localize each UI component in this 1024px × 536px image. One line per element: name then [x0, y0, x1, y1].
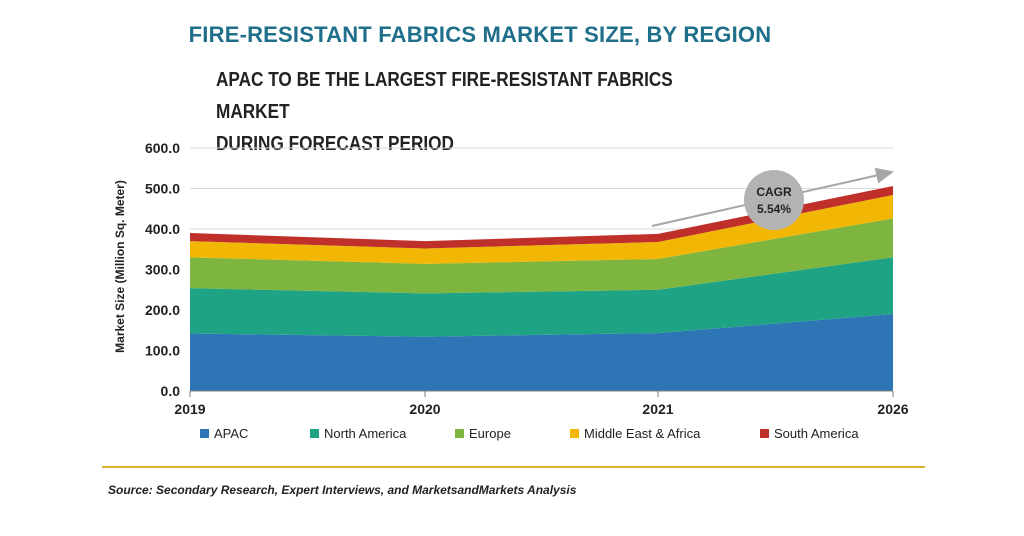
y-tick-label: 300.0 [145, 262, 180, 278]
legend-label: South America [774, 426, 859, 441]
area-series-north-america [190, 257, 893, 337]
y-tick-label: 200.0 [145, 302, 180, 318]
legend-item: North America [310, 426, 406, 441]
divider-line [102, 466, 925, 468]
legend-swatch [455, 429, 464, 438]
legend-label: North America [324, 426, 407, 441]
cagr-value: 5.54% [757, 202, 791, 216]
area-series-europe [190, 218, 893, 294]
x-tick-label: 2026 [877, 401, 908, 417]
y-tick-label: 400.0 [145, 221, 180, 237]
legend-label: Middle East & Africa [584, 426, 701, 441]
area-series-apac [190, 314, 893, 391]
legend-item: South America [760, 426, 859, 441]
source-note: Source: Secondary Research, Expert Inter… [108, 483, 577, 497]
y-tick-label: 500.0 [145, 181, 180, 197]
cagr-bubble [744, 170, 804, 230]
area-series-middle-east-africa [190, 194, 893, 264]
legend-item: APAC [200, 426, 248, 441]
y-tick-label: 100.0 [145, 343, 180, 359]
legend-item: Middle East & Africa [570, 426, 700, 441]
x-tick-label: 2019 [174, 401, 205, 417]
legend-swatch [200, 429, 209, 438]
legend-label: Europe [469, 426, 511, 441]
chart-title: FIRE-RESISTANT FABRICS MARKET SIZE, BY R… [188, 22, 772, 47]
legend-item: Europe [455, 426, 511, 441]
y-tick-label: 600.0 [145, 140, 180, 156]
subtitle-line-2: DURING FORECAST PERIOD [216, 133, 454, 155]
cagr-label: CAGR [756, 185, 792, 199]
y-tick-label: 0.0 [161, 383, 181, 399]
chart-subtitle: APAC TO BE THE LARGEST FIRE-RESISTANT FA… [216, 64, 732, 160]
y-axis-title: Market Size (Million Sq. Meter) [113, 180, 127, 353]
legend-swatch [310, 429, 319, 438]
legend-swatch [570, 429, 579, 438]
x-tick-label: 2020 [409, 401, 440, 417]
legend-swatch [760, 429, 769, 438]
x-tick-label: 2021 [642, 401, 673, 417]
legend-label: APAC [214, 426, 249, 441]
subtitle-line-1: APAC TO BE THE LARGEST FIRE-RESISTANT FA… [216, 69, 673, 123]
